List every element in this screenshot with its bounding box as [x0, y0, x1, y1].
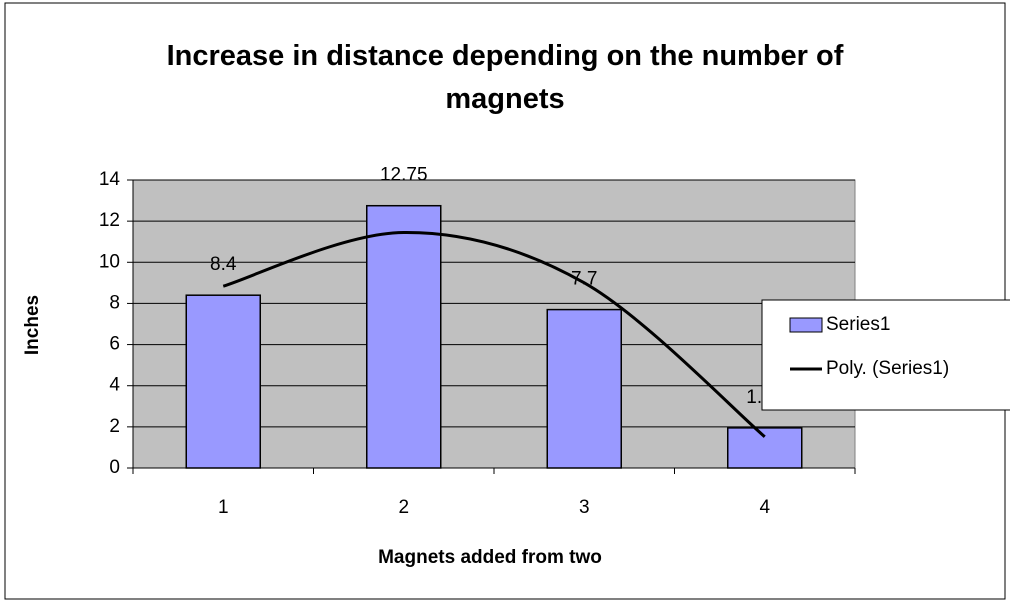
bar — [185, 294, 261, 469]
y-tick-label: 12 — [99, 210, 120, 231]
y-axis-label: Inches — [22, 295, 43, 355]
bar — [546, 308, 622, 469]
y-tick-label: 6 — [109, 334, 120, 355]
x-tick-label: 4 — [759, 497, 770, 518]
x-tick-label: 1 — [218, 497, 229, 518]
x-axis-label: Magnets added from two — [378, 547, 602, 568]
y-tick-label: 10 — [99, 251, 120, 272]
chart-title: Increase in distance depending on the nu… — [167, 40, 844, 115]
y-tick-label: 0 — [109, 457, 120, 478]
y-tick-label: 2 — [109, 416, 120, 437]
y-tick-label: 8 — [109, 292, 120, 313]
legend-label: Poly. (Series1) — [826, 358, 949, 379]
bar — [366, 204, 442, 469]
legend-swatch — [789, 317, 823, 333]
data-label: 7.7 — [571, 269, 597, 290]
y-tick-label: 14 — [99, 169, 121, 190]
data-label: 12.75 — [380, 165, 428, 186]
x-tick-label: 2 — [398, 497, 409, 518]
bar — [727, 427, 803, 469]
legend-label: Series1 — [826, 314, 890, 335]
x-tick-label: 3 — [579, 497, 590, 518]
trendline — [222, 230, 766, 438]
data-label: 8.4 — [210, 254, 237, 275]
y-tick-label: 4 — [109, 375, 120, 396]
